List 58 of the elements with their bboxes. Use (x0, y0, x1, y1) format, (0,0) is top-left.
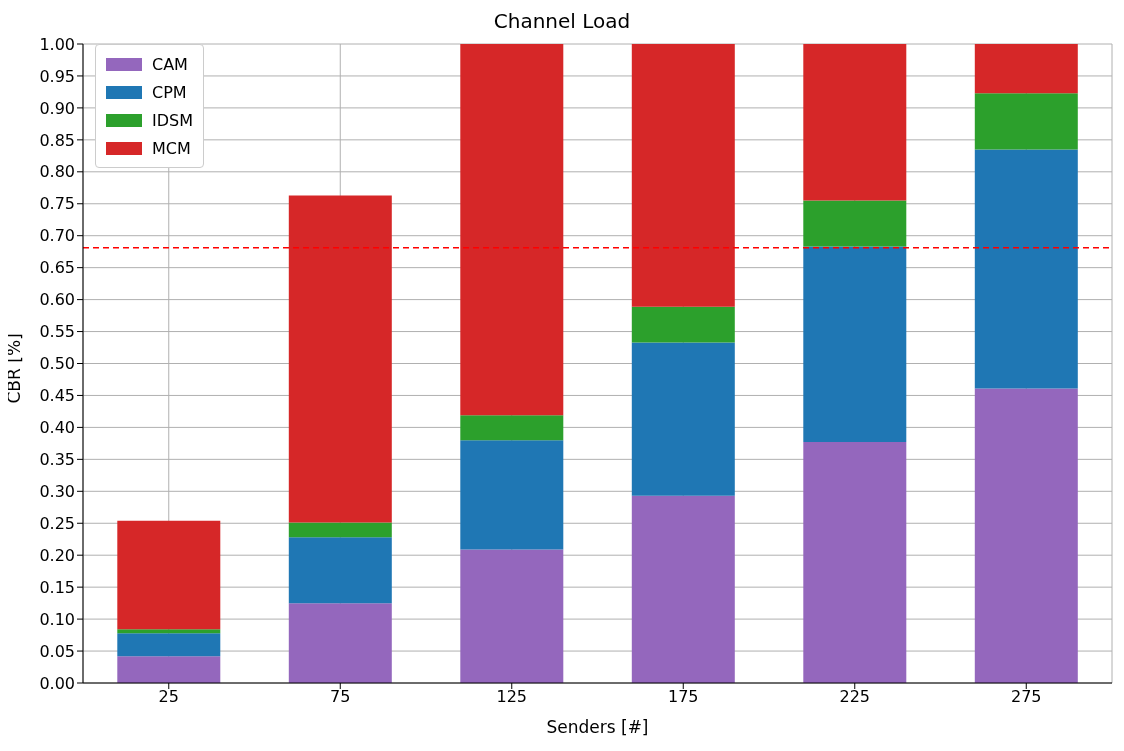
bar (803, 44, 907, 201)
bar (117, 656, 221, 683)
legend-label: CPM (152, 82, 187, 102)
bar (117, 633, 221, 657)
y-tick-label: 1.00 (39, 34, 75, 54)
bar (974, 93, 1078, 150)
bar (803, 246, 907, 443)
y-tick-label: 0.70 (39, 226, 75, 246)
bar (460, 415, 564, 441)
x-tick-label: 225 (839, 687, 871, 707)
bar (460, 549, 564, 683)
y-tick-label: 0.50 (39, 354, 75, 374)
y-tick-label: 0.20 (39, 545, 75, 565)
y-tick-label: 0.45 (39, 386, 75, 406)
x-tick-label: 125 (496, 687, 528, 707)
y-tick-label: 0.00 (39, 673, 75, 693)
chart-title: Channel Load (492, 8, 632, 34)
bar (631, 342, 735, 496)
bar (460, 44, 564, 416)
bar (288, 195, 392, 523)
bar (117, 629, 221, 634)
y-tick-label: 0.75 (39, 194, 75, 214)
bar (803, 442, 907, 683)
legend-label: MCM (152, 138, 191, 158)
y-tick-label: 0.80 (39, 162, 75, 182)
y-axis-title: CBR [%] (4, 333, 25, 404)
bar (631, 495, 735, 683)
y-tick-label: 0.15 (39, 577, 75, 597)
y-tick-label: 0.60 (39, 290, 75, 310)
x-tick-label: 175 (667, 687, 699, 707)
bar (288, 522, 392, 538)
x-tick-label: 75 (330, 687, 351, 707)
bar (974, 44, 1078, 94)
y-tick-label: 0.25 (39, 513, 75, 533)
bar (460, 440, 564, 550)
bar (288, 603, 392, 683)
x-tick-label: 25 (158, 687, 179, 707)
bar (803, 200, 907, 247)
bar (631, 306, 735, 343)
bar (117, 520, 221, 630)
x-axis-title: Senders [#] (546, 717, 649, 737)
y-tick-label: 0.30 (39, 481, 75, 501)
y-tick-label: 0.10 (39, 609, 75, 629)
legend-label: CAM (152, 54, 188, 74)
bar (974, 388, 1078, 683)
y-tick-label: 0.35 (39, 450, 75, 470)
y-tick-label: 0.65 (39, 258, 75, 278)
y-tick-label: 0.05 (39, 641, 75, 661)
bar (631, 44, 735, 307)
x-tick-label: 275 (1010, 687, 1042, 707)
y-tick-label: 0.85 (39, 130, 75, 150)
y-tick-label: 0.40 (39, 418, 75, 438)
bar (288, 537, 392, 604)
y-tick-label: 0.90 (39, 98, 75, 118)
y-tick-label: 0.95 (39, 66, 75, 86)
bar (974, 149, 1078, 389)
legend-label: IDSM (152, 110, 193, 130)
y-tick-label: 0.55 (39, 322, 75, 342)
